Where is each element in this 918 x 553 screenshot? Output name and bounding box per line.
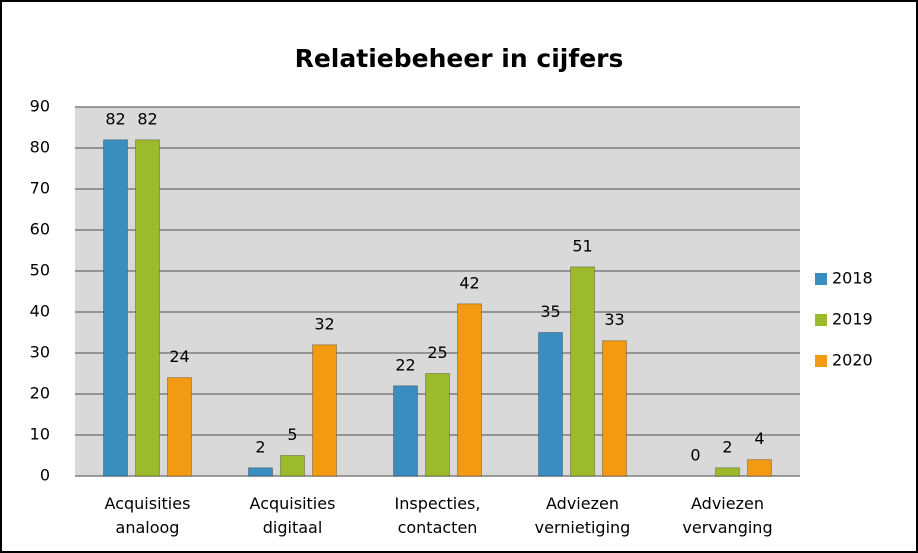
data-label: 25 (427, 343, 447, 362)
y-tick-label: 30 (30, 343, 50, 362)
bar (457, 303, 482, 477)
bar (602, 340, 627, 477)
legend-label: 2018 (832, 269, 873, 288)
data-label: 5 (287, 425, 297, 444)
x-tick-label: Acquisities digitaal (250, 494, 336, 537)
legend-swatch (815, 273, 827, 285)
y-tick-label: 0 (40, 466, 50, 485)
bar (538, 332, 563, 477)
data-label: 0 (690, 446, 700, 465)
data-label: 33 (604, 310, 624, 329)
bar (248, 467, 273, 477)
y-tick-label: 60 (30, 220, 50, 239)
data-label: 2 (255, 437, 265, 456)
legend-label: 2020 (832, 351, 873, 370)
chart-title: Relatiebeheer in cijfers (295, 44, 624, 73)
bar (425, 373, 450, 477)
bar (570, 266, 595, 477)
x-tick-label: Adviezen vernietiging (535, 494, 631, 537)
data-label: 22 (395, 355, 415, 374)
x-tick-label: Adviezen vervanging (682, 494, 772, 537)
data-label: 82 (137, 109, 157, 128)
x-tick-label: Inspecties, contacten (395, 494, 481, 537)
bar (747, 459, 772, 477)
y-tick-label: 50 (30, 261, 50, 280)
y-tick-label: 80 (30, 138, 50, 157)
bar (393, 385, 418, 477)
data-label: 35 (540, 302, 560, 321)
bar (167, 377, 192, 477)
data-label: 82 (105, 109, 125, 128)
y-tick-label: 90 (30, 97, 50, 116)
data-label: 42 (459, 273, 479, 292)
legend-swatch (815, 314, 827, 326)
data-label: 51 (572, 236, 592, 255)
bar (715, 467, 740, 477)
bar (103, 139, 128, 477)
legend-label: 2019 (832, 310, 873, 329)
y-tick-label: 20 (30, 384, 50, 403)
data-label: 24 (169, 347, 189, 366)
legend-swatch (815, 355, 827, 367)
x-tick-label: Acquisities analoog (105, 494, 191, 537)
data-label: 4 (754, 429, 764, 448)
data-label: 2 (722, 437, 732, 456)
y-tick-label: 10 (30, 425, 50, 444)
data-label: 32 (314, 314, 334, 333)
bar (312, 344, 337, 477)
bar (135, 139, 160, 477)
y-tick-label: 70 (30, 179, 50, 198)
y-tick-label: 40 (30, 302, 50, 321)
bar (280, 455, 305, 477)
